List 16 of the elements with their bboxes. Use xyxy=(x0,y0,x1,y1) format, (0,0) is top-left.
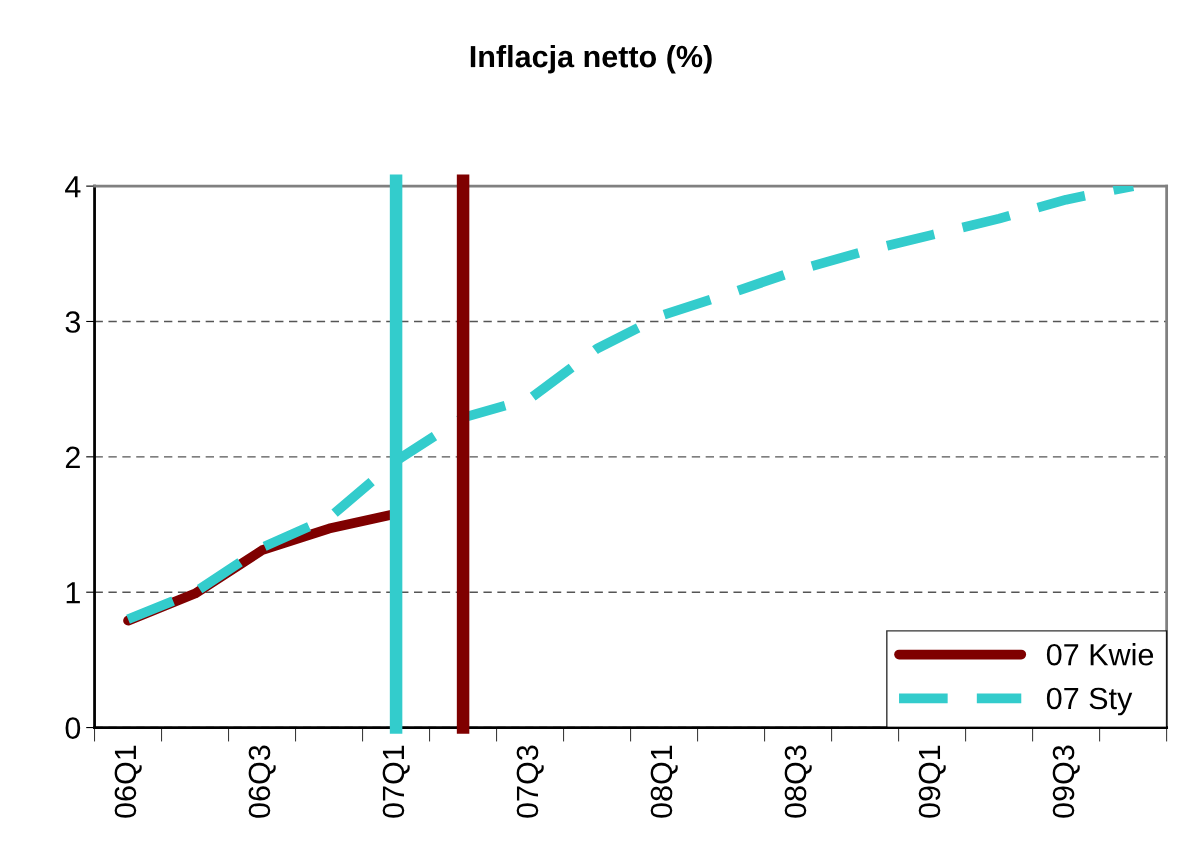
legend-label: 07 Kwie xyxy=(1046,643,1154,666)
y-tick-label: 1 xyxy=(66,582,80,604)
y-tick-label: 2 xyxy=(65,446,80,468)
y-tick-label: 0 xyxy=(65,717,81,739)
x-tick-label: 06Q3 xyxy=(248,745,276,818)
x-tick-label: 08Q3 xyxy=(784,745,812,818)
x-tick-label: 09Q3 xyxy=(1052,745,1080,818)
x-tick-label: 09Q1 xyxy=(918,745,946,818)
legend-label: 07 Sty xyxy=(1046,687,1133,716)
y-tick-label: 3 xyxy=(65,311,81,333)
x-tick-label: 06Q1 xyxy=(114,745,142,818)
x-tick-label: 07Q3 xyxy=(516,745,544,818)
y-tick-label: 4 xyxy=(65,176,81,198)
chart-title: Inflacja netto (%) xyxy=(470,44,712,74)
x-tick-label: 07Q1 xyxy=(382,745,410,818)
x-tick-label: 08Q1 xyxy=(650,745,678,818)
